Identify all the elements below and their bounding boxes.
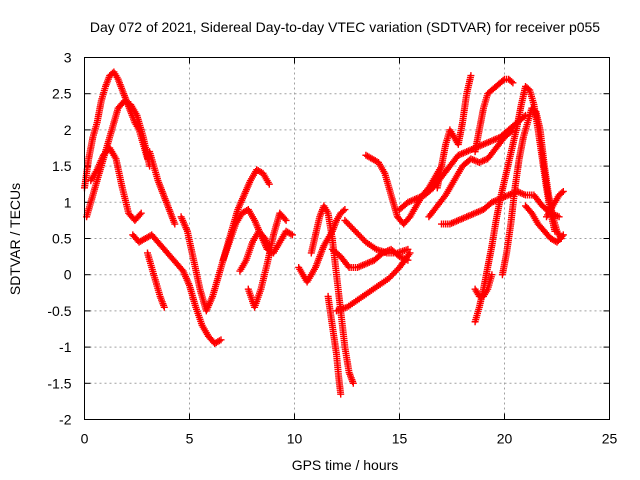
data-point xyxy=(467,72,475,80)
y-tick-label: 1 xyxy=(64,194,72,210)
data-point xyxy=(509,79,517,87)
y-tick-label: -2 xyxy=(59,412,72,428)
x-tick-label: 10 xyxy=(287,431,303,447)
y-tick-label: 0 xyxy=(64,267,72,283)
series-arc-c xyxy=(87,144,145,224)
series-arc-m xyxy=(307,202,357,387)
series-arc-ab xyxy=(543,187,567,221)
chart-title: Day 072 of 2021, Sidereal Day-to-day VTE… xyxy=(90,19,600,35)
series-arc-s xyxy=(396,111,529,214)
x-axis-label: GPS time / hours xyxy=(292,457,399,473)
series-arc-r xyxy=(362,151,445,228)
data-point xyxy=(508,78,515,86)
data-point xyxy=(499,76,507,84)
x-tick-label: 25 xyxy=(602,431,618,447)
y-tick-label: 0.5 xyxy=(52,231,72,247)
ticks-layer: 0 5 10 15 20 25 -2 -1.5 -1 -0.5 0 0.5 1 1.5 2 2.5 3 xyxy=(47,50,617,447)
data-point xyxy=(508,127,515,135)
y-tick-label: 2.5 xyxy=(52,86,72,102)
x-tick-label: 0 xyxy=(81,431,89,447)
x-tick-label: 5 xyxy=(186,431,194,447)
series-arc-p xyxy=(333,249,414,315)
data-point xyxy=(288,231,296,239)
data-point xyxy=(559,231,567,239)
y-tick-label: 2 xyxy=(64,122,72,138)
data-point xyxy=(405,251,413,259)
series-arc-z xyxy=(498,104,565,279)
series-arc-aa xyxy=(522,202,567,246)
data-points-layer xyxy=(81,68,567,398)
series-arc-d xyxy=(146,148,179,228)
data-point xyxy=(555,213,563,221)
data-point xyxy=(558,232,566,240)
data-point xyxy=(337,390,345,398)
data-point xyxy=(344,262,352,270)
series-arc-n xyxy=(324,292,345,398)
series-arc-l xyxy=(295,206,349,286)
x-tick-label: 20 xyxy=(497,431,513,447)
x-tick-label: 15 xyxy=(392,431,408,447)
data-point xyxy=(171,220,179,228)
data-point xyxy=(217,336,225,344)
data-point xyxy=(559,187,567,195)
data-point xyxy=(404,245,412,253)
series-arc-k xyxy=(244,209,290,311)
data-point xyxy=(287,230,295,238)
series-arc-e xyxy=(129,231,225,347)
y-tick-label: -0.5 xyxy=(47,303,71,319)
data-point xyxy=(265,180,273,188)
data-point xyxy=(281,215,289,223)
series-arc-f xyxy=(144,249,168,311)
data-point xyxy=(160,303,168,311)
y-tick-label: 1.5 xyxy=(52,158,72,174)
data-point xyxy=(341,206,349,214)
data-point xyxy=(406,249,414,257)
series-arc-q xyxy=(341,216,412,257)
y-tick-label: 3 xyxy=(64,50,72,66)
series-arc-v xyxy=(471,75,517,156)
data-point xyxy=(215,337,223,345)
series-arc-y xyxy=(471,271,496,300)
series-arc-u xyxy=(425,126,517,221)
series-arc-t xyxy=(433,72,475,192)
data-point xyxy=(282,216,290,224)
y-axis-label: SDTVAR / TECUs xyxy=(7,183,23,295)
data-point xyxy=(349,379,357,387)
data-point xyxy=(488,271,496,279)
data-point xyxy=(136,211,144,219)
plot-frame xyxy=(84,57,610,420)
data-point xyxy=(558,189,566,197)
series-arc-g xyxy=(177,213,223,315)
data-point xyxy=(137,209,145,217)
series-arc-w xyxy=(438,187,563,228)
y-tick-label: -1 xyxy=(59,339,72,355)
data-point xyxy=(522,111,529,119)
data-point xyxy=(340,207,347,215)
y-tick-label: -1.5 xyxy=(47,375,71,391)
